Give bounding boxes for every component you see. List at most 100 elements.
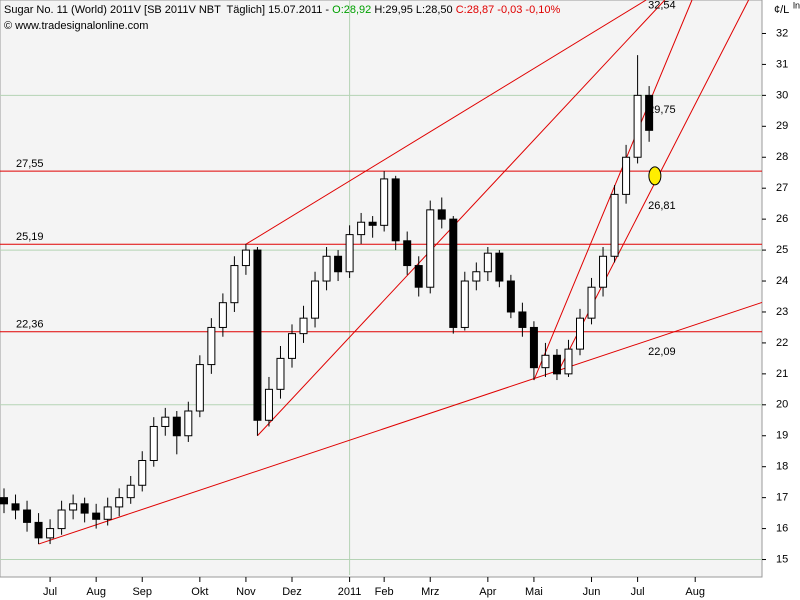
candle-body <box>587 286 596 319</box>
candle-body <box>460 280 469 328</box>
plot-area <box>0 0 763 578</box>
candle-body <box>11 503 20 511</box>
x-tick-label: 2011 <box>338 586 362 598</box>
y-tick-label: 23 <box>776 306 788 318</box>
candle-body <box>34 521 43 539</box>
y-tick-label: 16 <box>776 522 788 534</box>
y-tick-label: 20 <box>776 399 788 411</box>
candle-body <box>414 265 423 288</box>
y-tick-label: 18 <box>776 461 788 473</box>
y-tick-label: 17 <box>776 492 788 504</box>
trend-label: 26,81 <box>648 200 676 212</box>
candle-body <box>506 280 515 313</box>
candle-body <box>380 178 389 226</box>
candle-body <box>472 271 481 282</box>
candle-body <box>599 255 608 288</box>
trend-line <box>533 0 693 381</box>
x-tick-label: Sep <box>132 586 152 598</box>
candle-body <box>449 218 458 328</box>
x-tick-label: Feb <box>375 586 394 598</box>
candle-body <box>334 255 343 273</box>
candle-body <box>518 311 527 328</box>
x-tick-label: Jul <box>43 586 57 598</box>
candle-body <box>103 506 112 520</box>
level-label: 22,36 <box>16 319 44 331</box>
candle-body <box>115 497 124 508</box>
candle-body <box>403 240 412 267</box>
candle-body <box>391 178 400 242</box>
y-tick-label: 30 <box>776 89 788 101</box>
x-tick-label: Jun <box>583 586 601 598</box>
y-tick-label: 26 <box>776 213 788 225</box>
candle-body <box>368 221 377 226</box>
x-tick-label: Okt <box>191 586 208 598</box>
trend-line <box>38 301 763 545</box>
y-tick-label: 24 <box>776 275 788 287</box>
trend-label: 22,09 <box>648 346 676 358</box>
y-tick-label: 28 <box>776 151 788 163</box>
candle-body <box>230 265 239 304</box>
x-tick-label: Mrz <box>421 586 439 598</box>
level-label: 27,55 <box>16 158 44 170</box>
candle-body <box>564 348 573 375</box>
alert-marker <box>648 166 662 186</box>
x-tick-label: Apr <box>479 586 496 598</box>
candle-body <box>172 416 181 437</box>
candle-body <box>207 326 216 366</box>
x-tick-label: Aug <box>86 586 106 598</box>
candle-body <box>57 509 66 530</box>
candle-body <box>622 156 631 195</box>
candle-body <box>541 354 550 369</box>
y-tick-label: 32 <box>776 27 788 39</box>
x-tick-label: Nov <box>236 586 256 598</box>
trend-label: 29,75 <box>648 104 676 116</box>
candle-body <box>161 416 170 427</box>
candle-body <box>46 528 55 539</box>
candle-body <box>357 221 366 236</box>
title-part: H:29,95 L:28,50 <box>371 4 455 16</box>
candle-body <box>0 497 8 505</box>
candle-body <box>92 512 101 520</box>
y-tick-label: 22 <box>776 337 788 349</box>
x-tick-label: Dez <box>282 586 302 598</box>
candle-body <box>288 333 296 359</box>
y-tick-label: 25 <box>776 244 788 256</box>
candle-body <box>437 209 446 220</box>
candle-body <box>149 425 158 462</box>
y-tick-label: 15 <box>776 553 788 565</box>
x-tick-label: Aug <box>685 586 705 598</box>
y-tick-label: 29 <box>776 120 788 132</box>
candle-body <box>184 410 193 437</box>
y-tick-label: 27 <box>776 182 788 194</box>
trend-label: 32,54 <box>648 0 676 12</box>
y-tick-label: 21 <box>776 368 788 380</box>
candle-body <box>138 460 147 486</box>
candle-body <box>610 193 619 257</box>
candle-body <box>345 234 354 273</box>
candle-body <box>495 252 504 282</box>
title-part: Sugar No. 11 (World) 2011V [SB 2011V NBT… <box>4 4 332 16</box>
candle-body <box>529 326 538 369</box>
candle-body <box>80 503 89 514</box>
candle-body <box>126 484 135 499</box>
candle-body <box>576 317 584 350</box>
y-tick-label: 31 <box>776 58 788 70</box>
candle-body <box>311 280 320 319</box>
candle-body <box>322 255 331 282</box>
candle-body <box>69 503 78 511</box>
candle-body <box>633 94 642 158</box>
candle-body <box>218 302 227 328</box>
title-part: O:28,92 <box>332 4 371 16</box>
candle-body <box>552 354 561 375</box>
candle-body <box>195 364 204 412</box>
trend-line <box>257 0 666 437</box>
chart-title: Sugar No. 11 (World) 2011V [SB 2011V NBT… <box>4 4 560 16</box>
y-unit-note: ln <box>793 0 800 10</box>
candle-body <box>645 94 654 131</box>
candle-body <box>264 388 273 421</box>
title-part: C:28,87 -0,03 -0,10% <box>456 4 561 16</box>
candle-body <box>276 357 285 390</box>
level-label: 25,19 <box>16 231 44 243</box>
y-tick-label: 19 <box>776 430 788 442</box>
